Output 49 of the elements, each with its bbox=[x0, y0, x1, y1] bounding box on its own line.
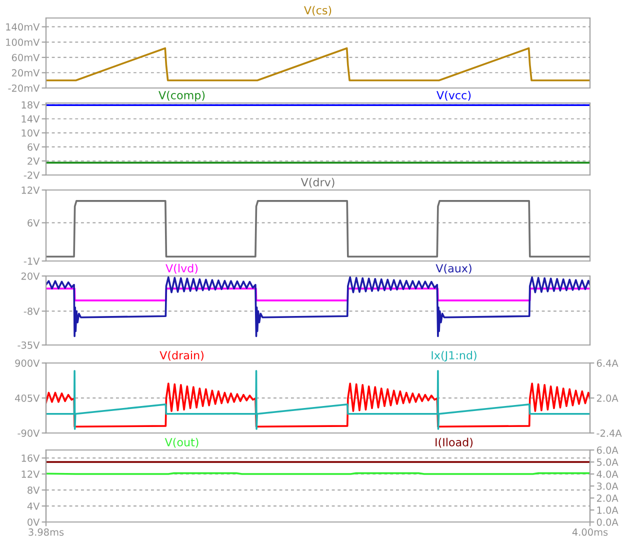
y2-tick-label: 0.0A bbox=[596, 518, 618, 526]
text: V(out) bbox=[164, 438, 198, 448]
y2-tick-label: -2.4A bbox=[596, 429, 622, 437]
y-tick-label: 20V bbox=[21, 272, 40, 280]
y-tick-label: 100mV bbox=[6, 38, 40, 46]
series-label: V(drv) bbox=[300, 178, 334, 188]
y2-tick-label: 3.0A bbox=[596, 482, 618, 490]
y-tick-label: 6V bbox=[28, 219, 40, 227]
y-tick-label: 14V bbox=[22, 115, 40, 122]
line-series bbox=[46, 370, 590, 430]
y-tick-label: 16V bbox=[22, 454, 40, 462]
y-tick-label: 0V bbox=[28, 518, 40, 526]
series-label: Ix(J1:nd) bbox=[432, 350, 476, 362]
y2-tick-label: 2.0A bbox=[596, 494, 618, 502]
y-tick-label: -8V bbox=[24, 308, 40, 315]
text: V(cs) bbox=[304, 6, 332, 16]
y-tick-label: -90V bbox=[18, 429, 40, 437]
y-tick-label: -20mV bbox=[8, 84, 40, 92]
series-label: V(aux) bbox=[436, 264, 472, 274]
y-tick-label: 18V bbox=[22, 101, 40, 109]
y2-tick-label: 1.0A bbox=[597, 506, 618, 514]
y-tick-label: 6V bbox=[28, 143, 40, 151]
y2-tick-label: 4.0A bbox=[596, 470, 618, 478]
y-tick-label: 12V bbox=[22, 186, 40, 194]
y-tick-label: 60mV bbox=[12, 54, 40, 62]
y2-tick-label: 5.0A bbox=[597, 458, 618, 466]
y-tick-label: 8V bbox=[28, 486, 40, 494]
y-tick-label: 12V bbox=[22, 470, 40, 478]
y-tick-label: 4V bbox=[27, 502, 40, 510]
y-tick-label: 10V bbox=[22, 129, 40, 137]
y-tick-label: 900V bbox=[15, 359, 40, 367]
y-tick-label: 20mV bbox=[12, 69, 40, 77]
series-label: V(lvd) bbox=[166, 264, 198, 274]
y-tick-label: 405V bbox=[15, 394, 40, 402]
series-label: I(Iload) bbox=[436, 438, 473, 448]
series-label: V(vcc) bbox=[436, 90, 471, 101]
x-tick-label: 3.98ms bbox=[28, 528, 64, 536]
line-series bbox=[46, 382, 590, 428]
y2-tick-label: 6.4A bbox=[596, 359, 618, 367]
y-tick-label: -35V bbox=[18, 341, 40, 349]
y-tick-label: -2V bbox=[24, 171, 40, 179]
y-tick-label: 140mV bbox=[6, 23, 40, 31]
y-tick-label: 2V bbox=[28, 157, 40, 165]
text: V(drain) bbox=[160, 350, 204, 361]
y2-tick-label: 6.0A bbox=[596, 446, 618, 454]
y-tick-label: -1V bbox=[24, 258, 40, 265]
text: V(comp) bbox=[158, 90, 205, 102]
y2-tick-label: 2.0A bbox=[596, 394, 618, 402]
x-tick-label: 4.00ms bbox=[572, 528, 608, 536]
